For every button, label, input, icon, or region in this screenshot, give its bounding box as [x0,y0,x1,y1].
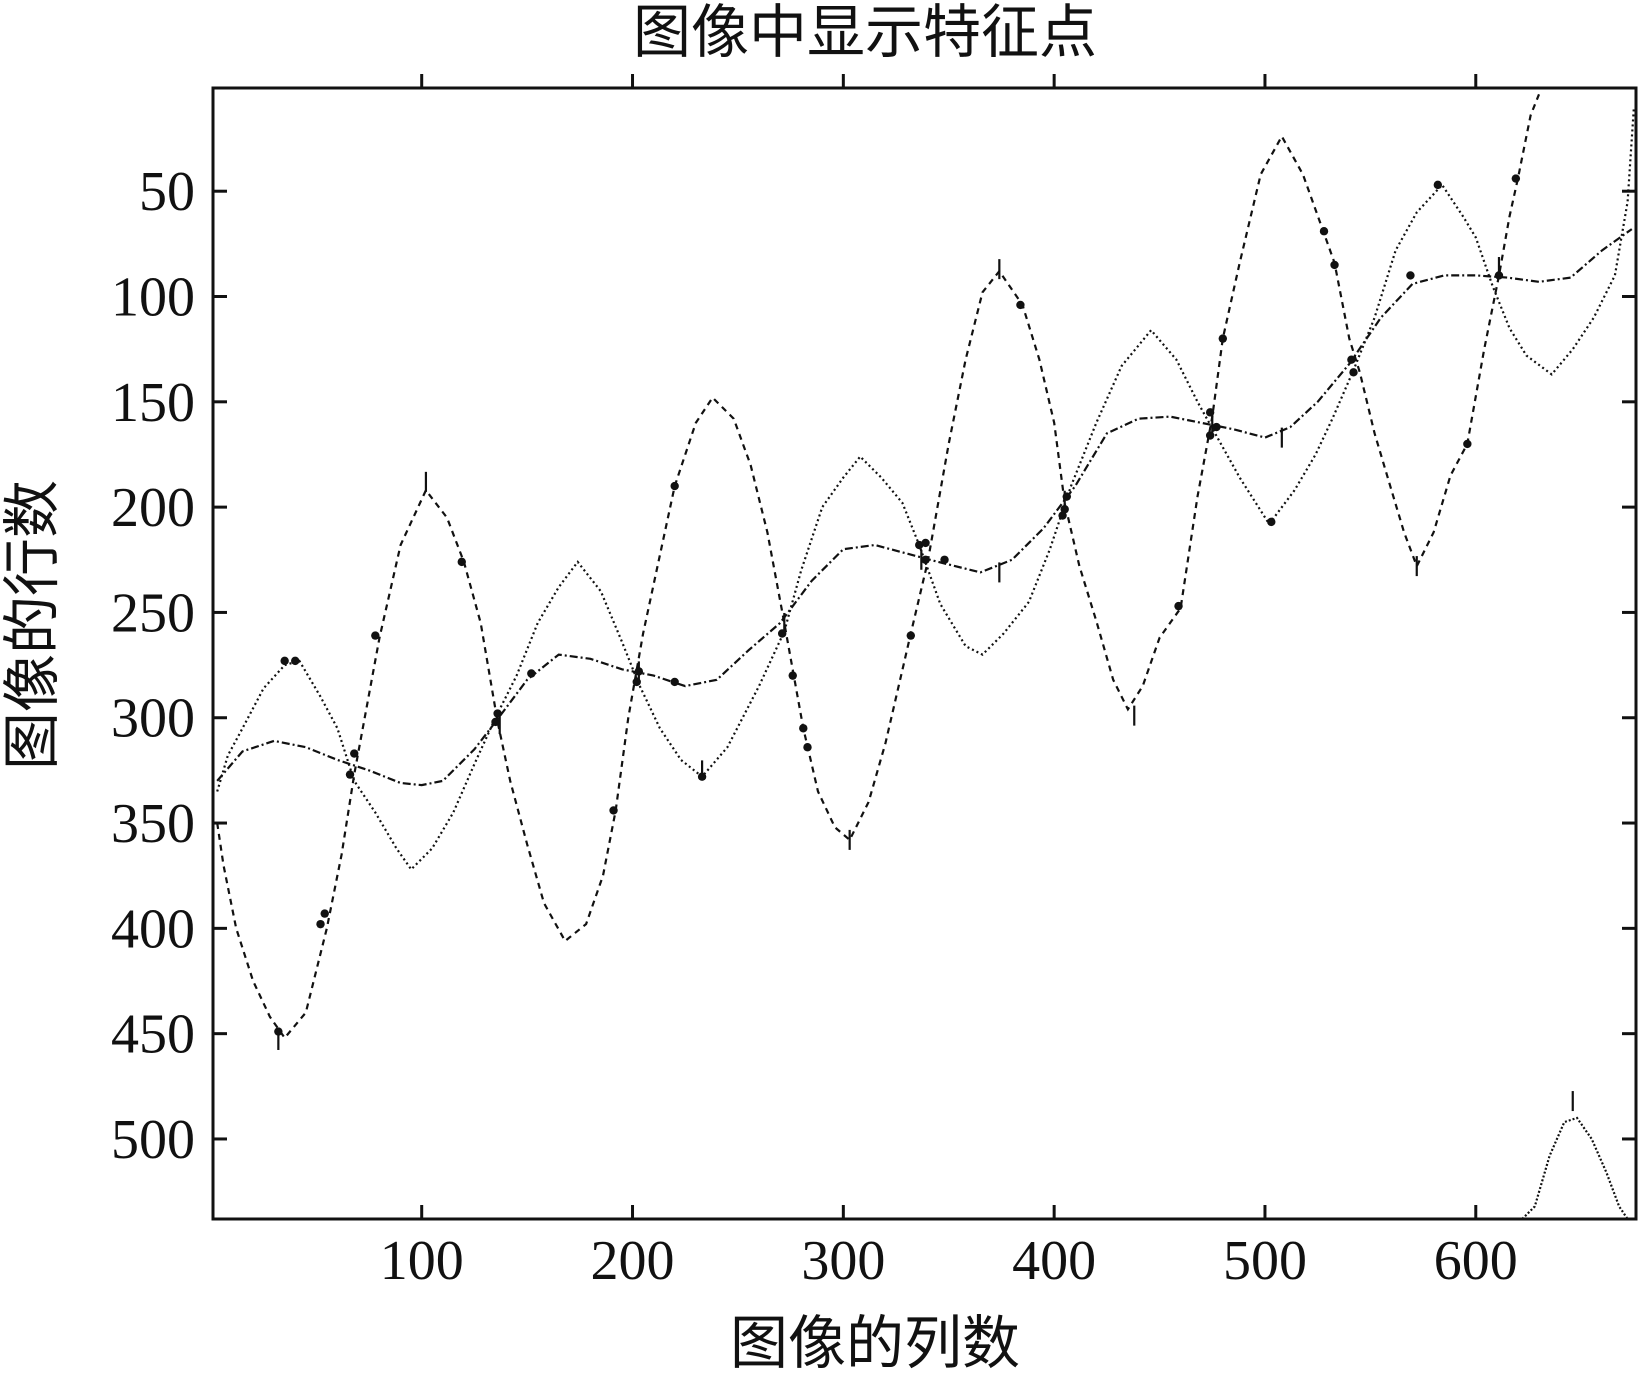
chart-title: 图像中显示特征点 [633,0,1097,66]
y-tick-label: 200 [111,477,195,539]
feature-point [940,555,949,564]
feature-point [670,481,679,491]
feature-point [788,671,797,680]
feature-point [280,656,289,666]
y-axis-label: 图像的行数 [0,480,66,770]
x-tick-label: 400 [1012,1230,1096,1292]
feature-point [1218,334,1228,343]
plot-frame [211,86,1638,1221]
series-line-1 [216,93,1541,1040]
y-tick-label: 50 [139,161,195,223]
feature-point [1319,227,1329,236]
feature-point [906,631,915,640]
feature-point [274,1027,283,1036]
y-tick-label: 300 [111,688,195,750]
series-line-3 [216,228,1633,787]
feature-point [1060,505,1069,514]
feature-point [778,629,787,638]
feature-point [457,557,466,567]
feature-point [291,656,300,666]
feature-point [1205,431,1215,440]
feature-point [1494,271,1504,280]
x-tick-label: 600 [1434,1230,1518,1292]
feature-point [921,555,930,564]
feature-point [1330,260,1339,270]
feature-point [609,806,618,815]
feature-point [1174,601,1183,611]
x-tick-label: 500 [1223,1230,1307,1292]
y-tick-label: 250 [111,582,195,644]
feature-point [491,717,500,727]
feature-point [1267,517,1276,527]
y-tick-label: 100 [111,267,195,329]
feature-point [1016,300,1025,310]
feature-point [350,749,359,758]
feature-point [803,743,812,752]
feature-point [632,677,641,687]
feature-point [915,540,924,550]
feature-point [371,631,380,640]
feature-point [697,772,707,781]
series-line-4 [1521,1116,1629,1220]
y-tick-label: 400 [111,898,195,960]
feature-point [316,919,325,929]
feature-point [921,538,930,548]
feature-point [670,677,679,687]
x-tick-label: 200 [591,1230,675,1292]
plot-area [216,93,1635,1220]
feature-point [1406,271,1415,280]
y-tick-label: 450 [111,1004,195,1066]
feature-point [1347,355,1356,364]
x-tick-label: 300 [801,1230,885,1292]
x-axis-label: 图像的列数 [730,1309,1020,1377]
feature-point [320,909,329,918]
feature-point [1062,492,1072,501]
y-tick-label: 350 [111,793,195,855]
feature-point [345,770,355,779]
feature-point [1058,511,1067,520]
feature-point [1349,368,1358,377]
feature-point [493,709,502,718]
feature-point [1205,408,1215,417]
y-tick-label: 500 [111,1109,195,1171]
feature-point [1463,439,1472,449]
feature-point [634,667,644,676]
feature-point [527,669,536,678]
feature-point [1511,174,1521,183]
feature-point [1433,180,1443,190]
x-tick-label: 100 [380,1230,464,1292]
y-tick-label: 150 [111,372,195,434]
series-line-2 [216,106,1635,872]
feature-point [1212,422,1221,432]
feature-point [799,724,808,733]
